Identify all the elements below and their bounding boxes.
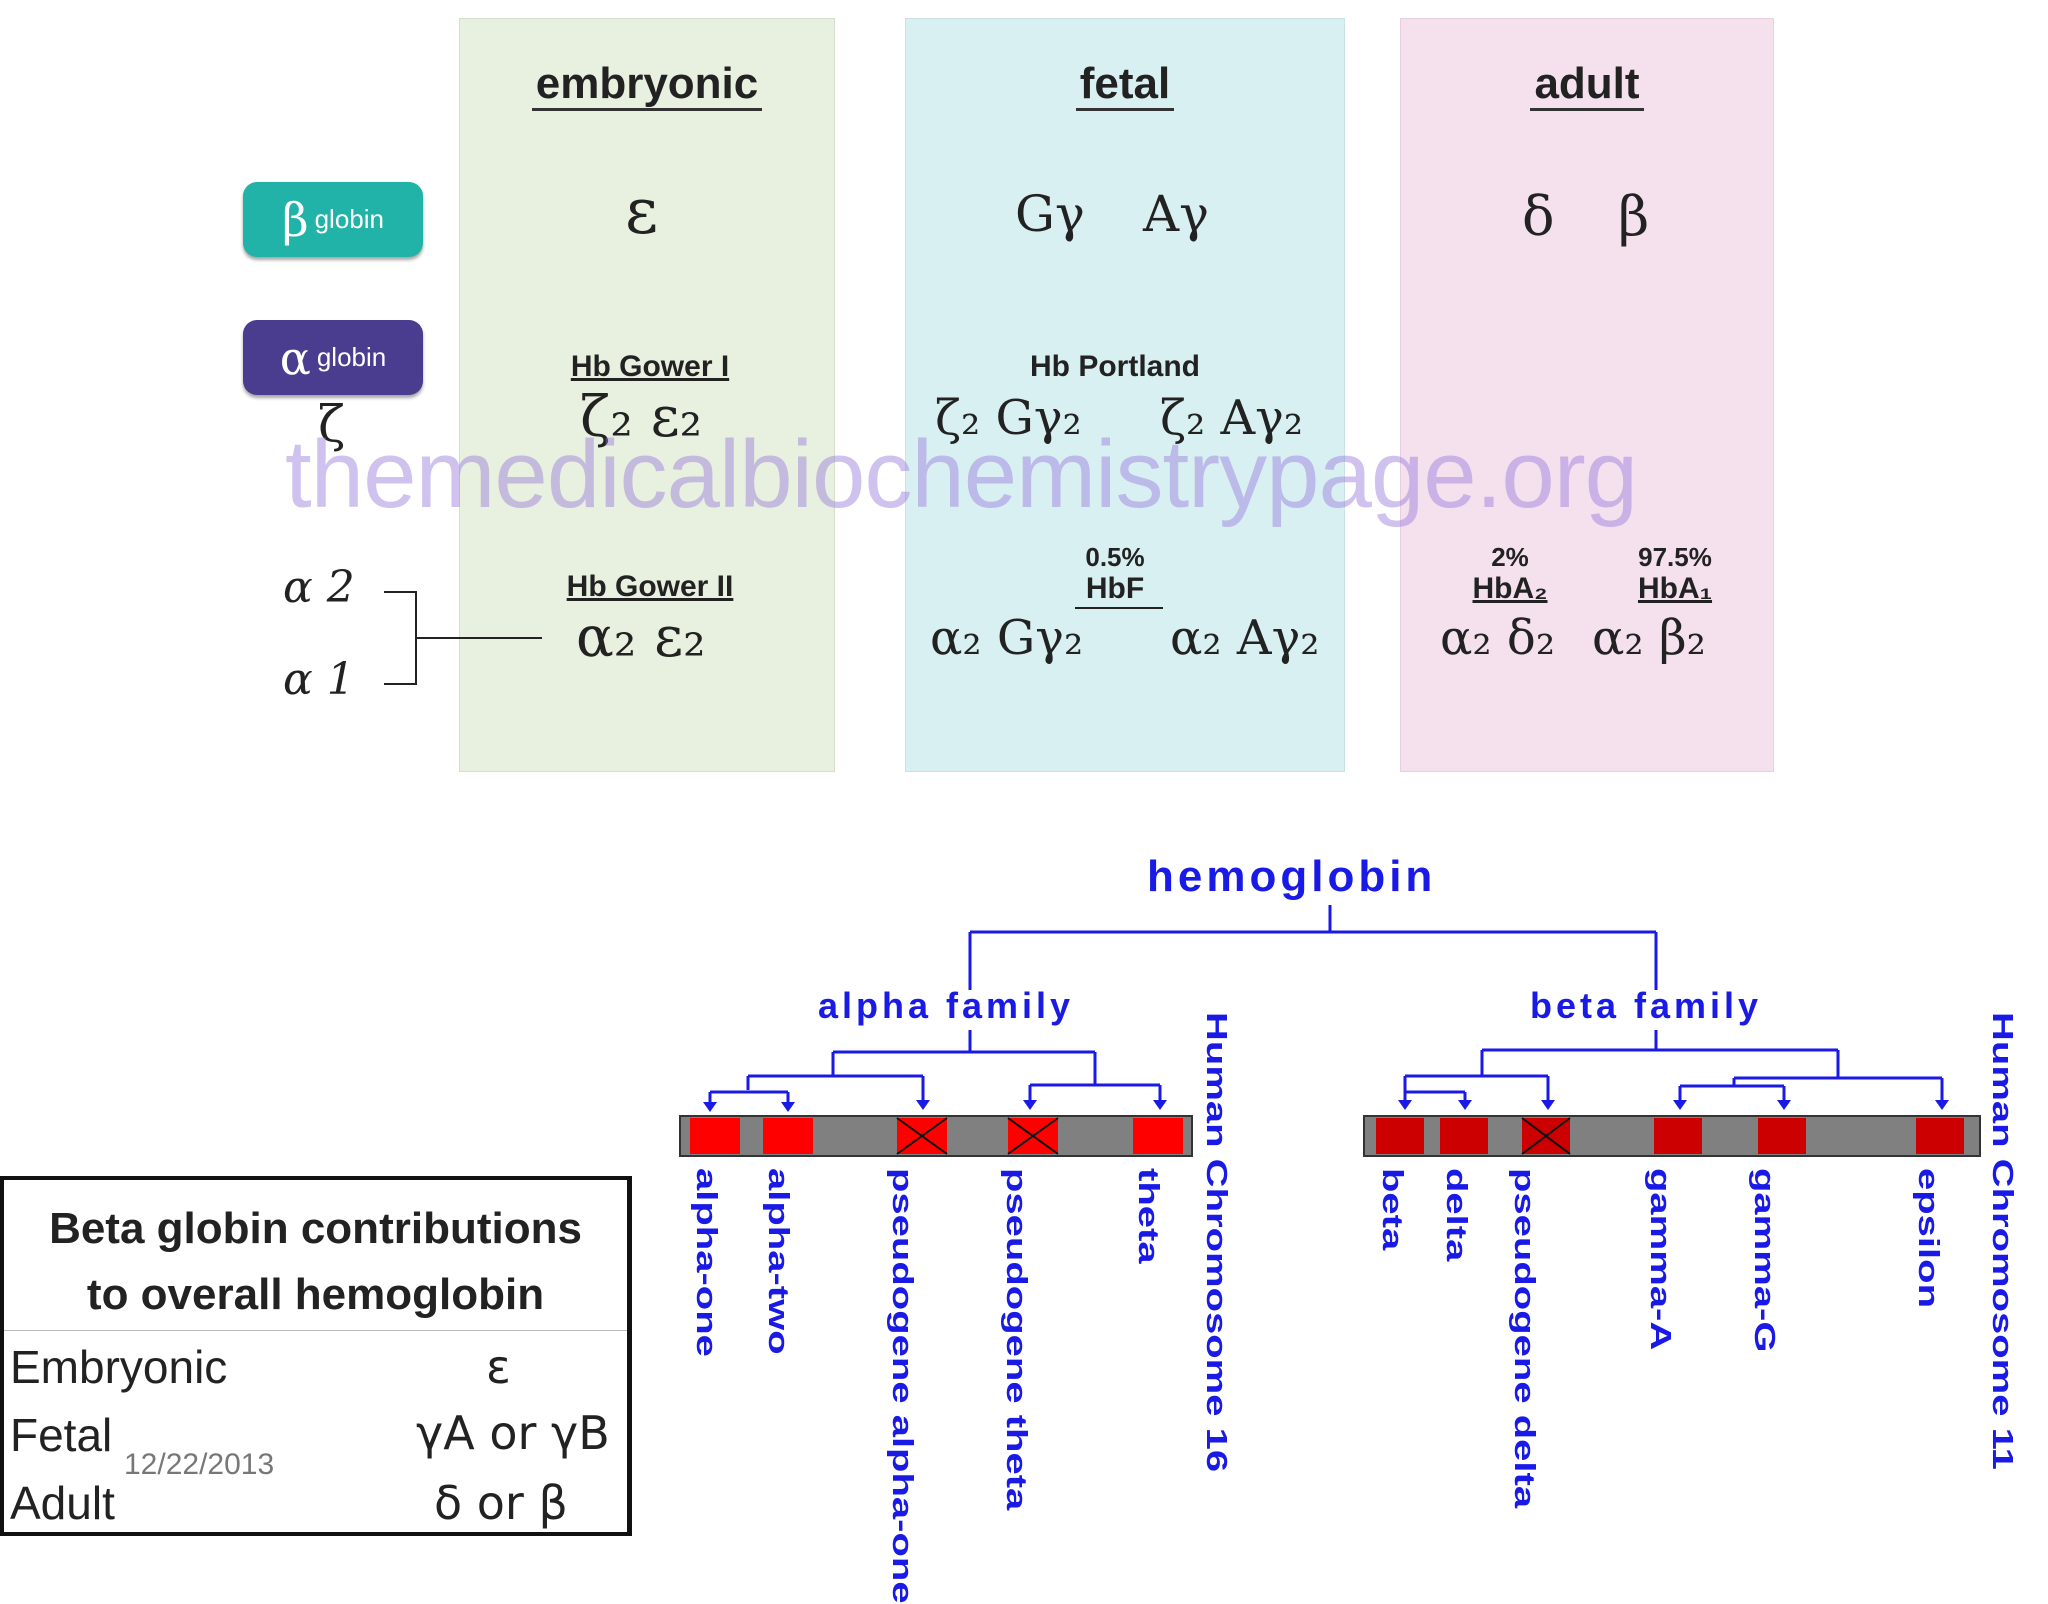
slide-date: 12/22/2013 [124,1448,275,1481]
hb-gower-1-label: Hb Gower I [570,350,730,383]
gene-label-epsilon: epsilon [1912,1168,1945,1309]
table-row-value-fetal: γA or γB [416,1406,610,1460]
delta-gene: δ [1522,185,1555,248]
hbf-underline [1075,607,1163,609]
gene-label-beta: beta [1376,1168,1409,1251]
hb-gower-2-label: Hb Gower II [566,570,734,603]
alpha-bracket [384,591,542,685]
table-row-label-adult: Adult [10,1477,115,1529]
table-row-label-fetal: Fetal [10,1409,113,1461]
table-caption-line-1: Beta globin contributions [49,1204,582,1253]
beta-gene: β [1618,185,1650,248]
beta-family-label: beta family [1530,985,1763,1026]
table-caption-line-2: to overall hemoglobin [86,1270,545,1319]
watermark-text: themedicalbiochemistrypage.org [285,421,1638,528]
alpha1-label: α 1 [283,654,355,705]
hb-portland-formula-a: ζ₂ Aγ₂ [1160,390,1304,446]
alpha-globin-pill: α globin [243,320,423,395]
hba1-formula: α₂ β₂ [1592,610,1706,666]
gene-label-pseudogene-theta: pseudogene theta [1000,1168,1033,1511]
table-row-value-adult: δ or β [434,1476,568,1530]
hba1-percent: 97.5% [1638,542,1712,572]
fetal-panel: fetal [905,18,1345,772]
hb-portland-label: Hb Portland [1030,350,1200,383]
adult-panel: adult [1400,18,1774,772]
alpha2-label: α 2 [283,562,355,613]
g-gamma-gene: Gγ [1015,185,1085,243]
beta-contribution-table: Beta globin contributions to overall hem… [0,1176,632,1536]
hb-gower-2-formula: α₂ ε₂ [576,605,706,670]
table-row-label-embryonic: Embryonic [10,1341,228,1393]
hba2-percent: 2% [1491,542,1529,572]
gene-label-theta: theta [1132,1168,1165,1264]
gene-label-pseudogene-alpha-one: pseudogene alpha-one [886,1168,919,1604]
gene-label-alpha-one: alpha-one [690,1168,723,1357]
table-row-value-embryonic: ε [486,1340,511,1394]
hb-portland-formula-g: ζ₂ Gγ₂ [935,390,1082,446]
beta-globin-pill: β globin [243,182,423,257]
hb-gower-1-formula: ζ₂ ε₂ [580,385,703,450]
chromosome-11-label: Human Chromosome 11 [1986,1012,2019,1470]
epsilon-gene: ε [625,175,659,249]
chromosome-16-label: Human Chromosome 16 [1200,1012,1233,1473]
adult-title: adult [1401,59,1773,111]
embryonic-title: embryonic [460,59,834,111]
fetal-title: fetal [906,59,1344,111]
gene-label-delta: delta [1440,1168,1473,1262]
hba2-label: HbA₂ [1472,572,1548,605]
gene-tree-lines [679,905,1981,1157]
gene-label-pseudogene-delta: pseudogene delta [1508,1168,1541,1509]
hbf-formula-a: α₂ Aγ₂ [1170,610,1320,666]
hbf-formula-g: α₂ Gγ₂ [930,610,1084,666]
hba2-formula: α₂ δ₂ [1440,610,1556,666]
gene-label-gamma-a: gamma-A [1644,1168,1677,1351]
gene-label-gamma-g: gamma-G [1748,1168,1781,1353]
tree-root-label: hemoglobin [1147,852,1437,901]
embryonic-panel: embryonic [459,18,835,772]
table-divider [4,1330,627,1331]
hbf-label: HbF [1085,572,1145,605]
alpha-family-label: alpha family [818,985,1075,1026]
hba1-label: HbA₁ [1637,572,1713,605]
table-caption: Beta globin contributions to overall hem… [4,1196,627,1328]
gene-label-alpha-two: alpha-two [762,1168,795,1355]
zeta-label: ζ [318,395,346,453]
hbf-percent: 0.5% [1085,542,1145,572]
a-gamma-gene: Aγ [1143,185,1209,243]
